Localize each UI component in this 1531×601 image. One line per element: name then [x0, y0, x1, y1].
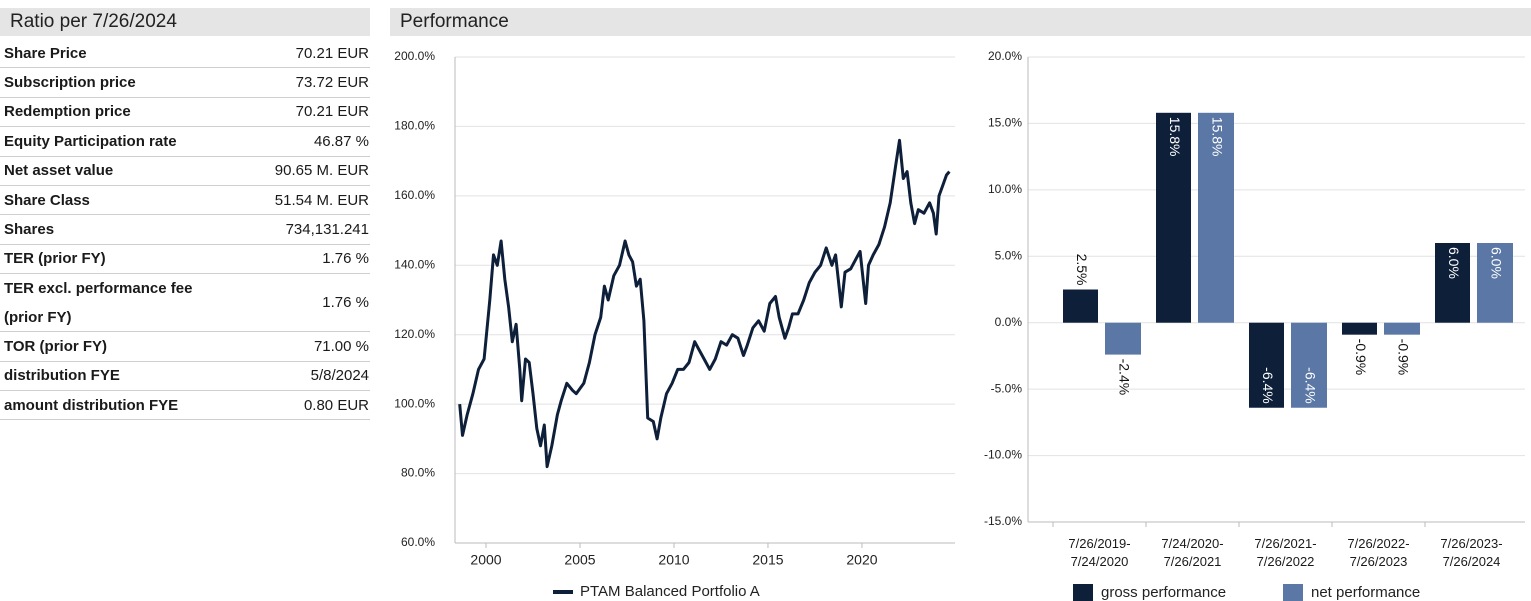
legend-label: PTAM Balanced Portfolio A — [580, 583, 760, 600]
ratio-header: Ratio per 7/26/2024 — [0, 8, 370, 36]
y-tick-label: 120.0% — [394, 327, 435, 341]
x-tick-label: 2005 — [564, 552, 595, 568]
y-tick-label: 15.0% — [988, 116, 1022, 130]
ratio-value: 71.00 % — [313, 337, 369, 355]
bar — [1477, 243, 1513, 323]
y-tick-label: 20.0% — [988, 49, 1022, 63]
ratio-row: Shares 734,131.241 — [0, 215, 370, 245]
x-tick-label: 2020 — [846, 552, 877, 568]
ratio-row: Share Class 51.54 M. EUR — [0, 186, 370, 216]
x-tick-label: 7/26/2021- 7/26/2022 — [1254, 536, 1317, 569]
y-tick-label: -5.0% — [991, 381, 1023, 395]
ratio-label: amount distribution FYE — [4, 396, 179, 414]
ratio-label: Share Class — [4, 191, 90, 209]
ratio-row: TER (prior FY) 1.76 % — [0, 245, 370, 275]
ratio-value: 734,131.241 — [285, 221, 369, 239]
bar — [1156, 112, 1191, 323]
data-label: 15.8% — [1209, 117, 1225, 157]
y-tick-label: 5.0% — [995, 248, 1023, 262]
ratio-value: 5/8/2024 — [310, 367, 369, 385]
bar — [1198, 112, 1234, 323]
x-tick-label: 2015 — [752, 552, 783, 568]
bar — [1384, 322, 1420, 335]
ratio-value: 51.54 M. EUR — [274, 191, 369, 209]
ratio-label: Shares — [4, 221, 55, 239]
y-tick-label: 140.0% — [394, 257, 435, 271]
ratio-label: TOR (prior FY) — [4, 337, 108, 355]
data-label: -2.4% — [1116, 359, 1132, 396]
data-label: -0.9% — [1353, 339, 1369, 376]
y-tick-label: 160.0% — [394, 188, 435, 202]
ratio-value: 1.76 % — [322, 250, 369, 268]
ratio-value: 70.21 EUR — [295, 103, 369, 121]
ratio-row: Redemption price 70.21 EUR — [0, 98, 370, 128]
ratio-row: Share Price 70.21 EUR — [0, 39, 370, 69]
y-tick-label: 0.0% — [995, 315, 1023, 329]
data-label: 15.8% — [1167, 117, 1183, 157]
ratio-value: 90.65 M. EUR — [274, 162, 369, 180]
y-tick-label: 10.0% — [988, 182, 1022, 196]
legend-label: net performance — [1311, 584, 1420, 601]
bar — [1435, 243, 1470, 323]
data-label: -6.4% — [1260, 367, 1276, 404]
bar — [1342, 322, 1377, 335]
x-tick-label: 7/26/2019- 7/24/2020 — [1068, 536, 1131, 569]
data-label: -6.4% — [1302, 367, 1318, 404]
bar — [1063, 289, 1098, 323]
ratio-value: 46.87 % — [313, 132, 369, 150]
ratio-label: Equity Participation rate — [4, 132, 177, 150]
ratio-value: 70.21 EUR — [295, 44, 369, 62]
ratio-row: Equity Participation rate 46.87 % — [0, 127, 370, 157]
data-label: 6.0% — [1446, 247, 1462, 279]
x-tick-label: 7/26/2023- 7/26/2024 — [1440, 536, 1503, 569]
line-series — [458, 138, 951, 469]
ratio-label: Net asset value — [4, 162, 114, 180]
y-tick-label: 180.0% — [394, 119, 435, 133]
ratio-value: 73.72 EUR — [295, 74, 369, 92]
ratio-label: Redemption price — [4, 103, 131, 121]
x-tick-label: 2010 — [658, 552, 689, 568]
data-label: 2.5% — [1074, 254, 1090, 286]
ratio-table: Share Price 70.21 EUR Subscription price 73… — [0, 39, 370, 421]
legend-swatch — [1283, 584, 1303, 601]
y-tick-label: -10.0% — [984, 448, 1022, 462]
ratio-row: TOR (prior FY) 71.00 % — [0, 332, 370, 362]
ratio-value: 1.76 % — [322, 294, 369, 312]
x-tick-label: 7/24/2020- 7/26/2021 — [1161, 536, 1224, 569]
y-tick-label: 200.0% — [394, 49, 435, 63]
ratio-row: Net asset value 90.65 M. EUR — [0, 157, 370, 186]
y-tick-label: 80.0% — [401, 466, 435, 480]
ratio-row: distribution FYE 5/8/2024 — [0, 362, 370, 391]
data-label: -0.9% — [1395, 339, 1411, 376]
bar — [1291, 322, 1327, 408]
data-label: 6.0% — [1488, 247, 1504, 279]
performance-header: Performance — [390, 8, 1531, 36]
ratio-label: TER (prior FY) — [4, 250, 106, 268]
x-tick-label: 7/26/2022- 7/26/2023 — [1347, 536, 1410, 569]
y-tick-label: 100.0% — [394, 396, 435, 410]
bar — [1105, 322, 1141, 355]
ratio-row: amount distribution FYE 0.80 EUR — [0, 391, 370, 421]
ratio-label: Subscription price — [4, 74, 136, 92]
y-tick-label: -15.0% — [984, 514, 1022, 528]
legend-label: gross performance — [1101, 584, 1226, 601]
ratio-row: Subscription price 73.72 EUR — [0, 68, 370, 98]
ratio-value: 0.80 EUR — [303, 396, 369, 414]
legend-swatch — [1073, 584, 1093, 601]
x-tick-label: 2000 — [470, 552, 501, 568]
ratio-row: TER excl. performance fee (prior FY) 1.76… — [0, 274, 370, 333]
ratio-label: distribution FYE — [4, 367, 120, 385]
y-tick-label: 60.0% — [401, 535, 435, 549]
ratio-label: TER excl. performance fee (prior FY) — [4, 279, 193, 326]
ratio-label: Share Price — [4, 44, 87, 62]
bar — [1249, 322, 1284, 408]
